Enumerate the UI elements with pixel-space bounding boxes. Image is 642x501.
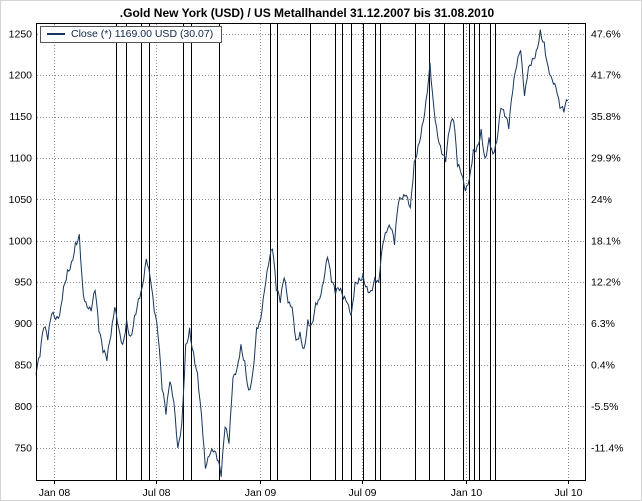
y-axis-label-left: 850 <box>14 360 32 372</box>
y-axis-label-right: 24% <box>591 194 612 206</box>
y-axis-label-right: 47.6% <box>591 28 621 40</box>
y-axis-label-left: 800 <box>14 401 32 413</box>
y-axis-label-right: 6.3% <box>591 318 615 330</box>
close-series-swatch <box>47 33 65 35</box>
y-axis-label-right: -11.4% <box>591 442 624 454</box>
legend-label: Close (*) 1169.00 USD (30.07) <box>71 28 214 40</box>
y-axis-label-right: 29.9% <box>591 152 621 164</box>
y-axis-label-left: 1250 <box>9 28 33 40</box>
y-axis-label-left: 750 <box>14 442 32 454</box>
price-line <box>35 29 569 477</box>
legend-box: Close (*) 1169.00 USD (30.07) <box>40 26 223 43</box>
y-axis-label-right: 35.8% <box>591 111 621 123</box>
y-axis-label-left: 1050 <box>9 194 33 206</box>
plot-border <box>36 23 586 481</box>
x-axis-label: Jul 09 <box>348 487 376 499</box>
y-axis-label-right: 0.4% <box>591 360 615 372</box>
x-axis-label: Jan 10 <box>451 487 483 499</box>
chart-title: .Gold New York (USD) / US Metallhandel 3… <box>119 6 495 20</box>
y-axis-label-left: 1100 <box>9 152 32 164</box>
y-axis-label-left: 900 <box>14 318 32 330</box>
y-axis-label-right: -5.5% <box>591 401 618 413</box>
y-axis-label-right: 18.1% <box>591 235 621 247</box>
x-axis-label: Jul 10 <box>554 487 582 499</box>
y-axis-label-left: 1150 <box>9 111 32 123</box>
x-axis-label: Jan 09 <box>245 487 277 499</box>
x-axis-label: Jul 08 <box>142 487 170 499</box>
x-axis-label: Jan 08 <box>39 487 71 499</box>
y-axis-label-right: 12.2% <box>591 277 621 289</box>
y-axis-label-left: 1200 <box>9 70 33 82</box>
y-axis-label-left: 1000 <box>9 235 33 247</box>
y-axis-label-right: 41.7% <box>591 70 621 82</box>
y-axis-label-left: 950 <box>14 277 32 289</box>
